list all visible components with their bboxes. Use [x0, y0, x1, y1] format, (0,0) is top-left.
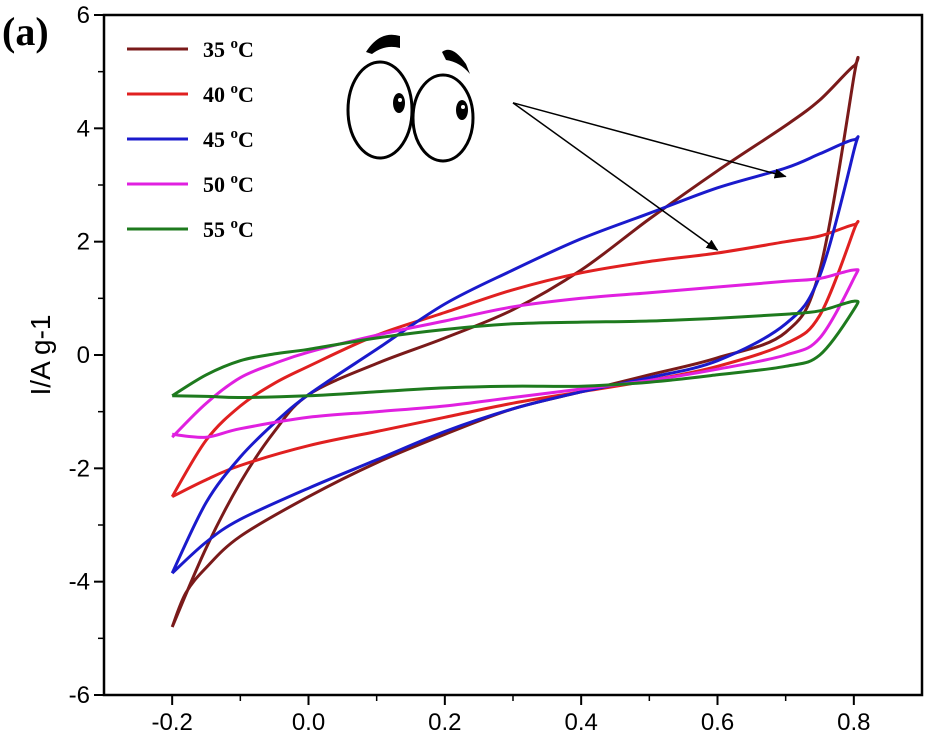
series-line-45 — [170, 135, 860, 575]
ticks-group: -0.2 0.0 0.2 0.4 0.6 0.8 -6 -4 -2 0 2 4 6 — [69, 2, 871, 736]
x-tick-label: 0.8 — [837, 709, 870, 736]
x-tick-label: 0.2 — [428, 709, 461, 736]
y-tick-label: 4 — [77, 115, 90, 142]
x-tick-label: -0.2 — [151, 709, 192, 736]
annotation-arrow — [512, 102, 719, 251]
legend: 35 oC 40 oC 45 oC 50 oC 55 oC — [127, 36, 254, 242]
cartoon-eyes-icon — [346, 34, 475, 163]
series-group — [170, 55, 860, 628]
x-tick-label: 0.4 — [564, 709, 597, 736]
y-tick-label: 0 — [77, 342, 90, 369]
x-tick-label: 0.6 — [701, 709, 734, 736]
y-tick-label: -2 — [69, 455, 90, 482]
series-line-40 — [170, 219, 860, 499]
y-tick-label: 6 — [77, 2, 90, 29]
y-axis-label: I/A g-1 — [25, 315, 56, 396]
legend-label-45: 45 oC — [203, 126, 254, 152]
annotation-group — [512, 102, 787, 251]
panel-label: (a) — [2, 9, 49, 54]
legend-label-55: 55 oC — [203, 216, 254, 242]
y-tick-label: -6 — [69, 682, 90, 709]
y-tick-label: -4 — [69, 569, 90, 596]
legend-label-50: 50 oC — [203, 171, 254, 197]
annotation-arrow — [512, 102, 787, 179]
series-line-35 — [170, 55, 860, 628]
legend-label-35: 35 oC — [203, 36, 254, 62]
series-line-55 — [171, 299, 860, 400]
y-tick-label: 2 — [77, 229, 90, 256]
x-tick-label: 0.0 — [292, 709, 325, 736]
legend-label-40: 40 oC — [203, 81, 254, 107]
